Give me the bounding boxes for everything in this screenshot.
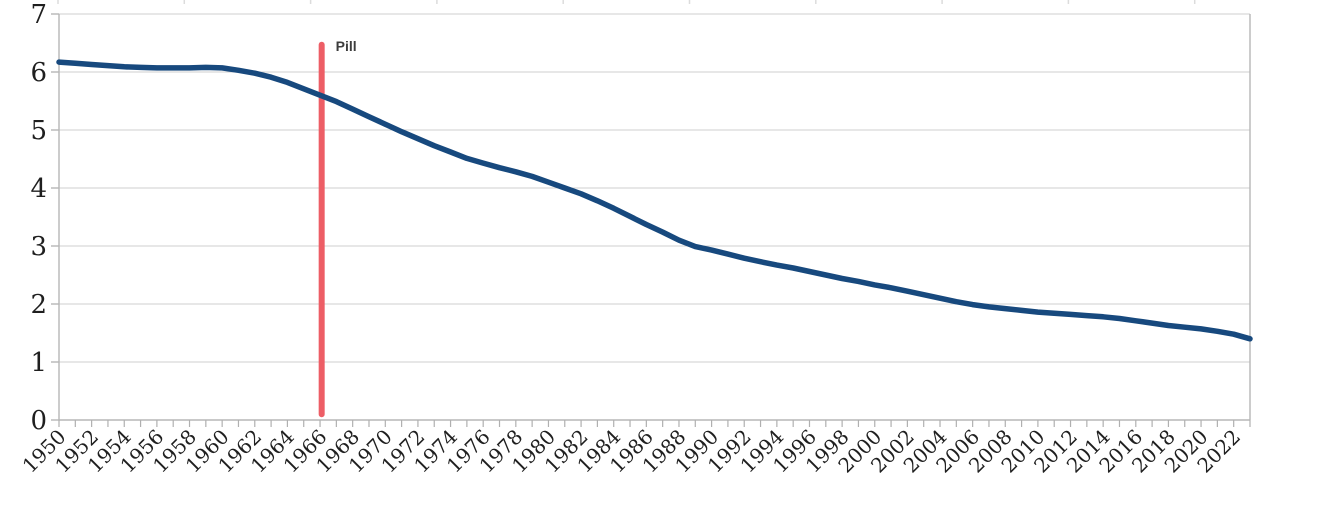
y-tick-label: 1 <box>30 348 47 378</box>
y-tick-label: 5 <box>30 116 47 146</box>
top-edge-tick-artifacts <box>57 0 1196 4</box>
y-tick-label: 7 <box>30 0 47 30</box>
y-tick-label: 2 <box>30 290 47 320</box>
y-tick-label: 3 <box>30 232 47 262</box>
y-tick-label: 0 <box>30 406 47 436</box>
x-axis-ticks <box>58 420 1251 427</box>
h-gridlines <box>59 13 1250 363</box>
fertility-trend-line <box>56 59 1253 342</box>
y-axis-ticks-and-labels: 0 1 2 3 4 5 6 7 <box>30 0 59 436</box>
axes <box>58 14 1251 421</box>
y-tick-label: 4 <box>30 174 47 204</box>
x-axis-labels: 1950195219541956195819601962196419661968… <box>18 425 1246 478</box>
y-tick-label: 6 <box>30 58 47 88</box>
pill-annotation-label: Pill <box>335 37 357 54</box>
